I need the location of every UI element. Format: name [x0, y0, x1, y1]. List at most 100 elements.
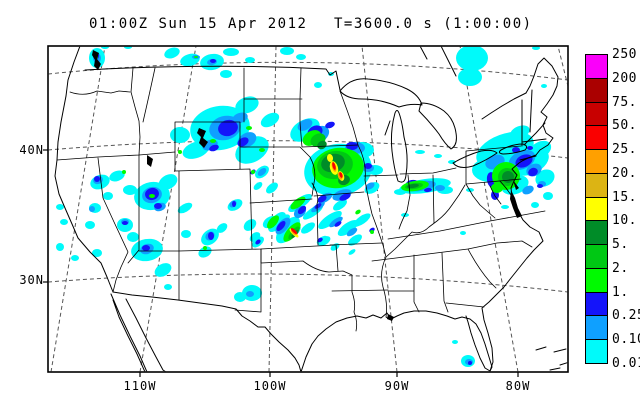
colorbar-label: 15.	[612, 189, 637, 205]
colorbar-cell	[585, 125, 608, 151]
lon-tick-label: 90W	[384, 379, 410, 393]
precip-blob	[329, 216, 343, 228]
precip-blob	[435, 185, 445, 191]
colorbar-label: 75.	[612, 94, 637, 110]
lat-tick-label: 40N	[19, 143, 44, 157]
colorbar-cell	[585, 267, 608, 293]
precip-blob	[266, 182, 278, 194]
precip-blob	[365, 182, 375, 190]
precip-blob	[122, 170, 126, 174]
precip-blob	[333, 199, 347, 211]
precip-blob	[297, 205, 307, 215]
colorbar-label: 5.	[612, 237, 629, 253]
precip-blob	[355, 209, 361, 215]
lon-tick-label: 100W	[253, 379, 287, 393]
colorbar-label: 10.	[612, 213, 637, 229]
precip-blob	[466, 188, 474, 192]
precip-blob	[296, 54, 306, 60]
precip-blob	[424, 187, 432, 193]
precip-blob	[267, 215, 279, 229]
precip-blob	[317, 195, 327, 203]
precip-blob	[127, 232, 139, 242]
precip-blob	[109, 170, 125, 182]
precip-blob	[370, 230, 374, 234]
precip-blob	[456, 46, 488, 71]
precip-blob	[246, 126, 252, 130]
precip-blob	[220, 70, 232, 78]
precip-blob	[290, 227, 298, 235]
precip-blob	[314, 82, 322, 88]
precip-blob	[218, 119, 238, 137]
precip-blob	[522, 185, 534, 195]
precip-blob	[394, 189, 406, 195]
precip-blob	[257, 168, 267, 176]
precip-blob	[528, 167, 538, 177]
precip-blob	[339, 193, 351, 201]
precip-blob	[491, 183, 503, 193]
map-outlines	[54, 46, 568, 372]
precip-blob	[203, 246, 207, 250]
precip-blob	[280, 47, 294, 55]
colorbar-label: 0.10	[612, 332, 640, 348]
precip-blob	[223, 48, 239, 56]
precip-blob	[501, 205, 509, 209]
precip-blob	[209, 144, 219, 152]
precip-blob	[245, 57, 255, 63]
precip-blob	[318, 210, 342, 230]
precip-blob	[460, 231, 466, 235]
precip-blob	[253, 182, 263, 190]
precip-blob	[71, 255, 79, 261]
lakes-bays	[92, 50, 522, 321]
precip-blob	[353, 213, 371, 227]
colorbar-cell	[585, 196, 608, 222]
precip-blob	[317, 140, 327, 150]
precip-blob	[194, 56, 198, 58]
precip-blob	[297, 119, 313, 131]
precip-blob	[259, 148, 265, 152]
precip-blob	[346, 142, 358, 150]
precip-blob	[260, 112, 280, 128]
colorbar-cell	[585, 172, 608, 198]
colorbar-label: 25.	[612, 142, 637, 158]
colorbar-label: 20.	[612, 165, 637, 181]
precip-blob	[101, 46, 109, 49]
precip-blob	[56, 204, 64, 210]
colorbar-label: 0.01	[612, 356, 640, 371]
precip-blob	[149, 194, 155, 198]
precip-blob	[510, 125, 530, 139]
colorbar-label: 200.	[612, 70, 640, 86]
precip-blob	[348, 249, 356, 255]
precip-blob	[527, 146, 533, 150]
precip-blob	[181, 230, 191, 238]
precip-blob	[89, 206, 95, 212]
precip-blob	[415, 150, 425, 154]
map-frame	[43, 45, 569, 377]
precip-blob	[249, 232, 261, 242]
precip-blob	[468, 361, 472, 365]
precip-blob	[170, 127, 190, 143]
precip-blob	[198, 246, 212, 258]
precip-blob	[103, 192, 113, 200]
precip-blob	[208, 232, 214, 240]
colorbar-cell	[585, 244, 608, 269]
precip-blob	[246, 291, 254, 297]
precip-blob	[124, 46, 132, 49]
precip-blob	[164, 284, 172, 290]
precip-blob	[158, 174, 178, 190]
precip-blob	[301, 222, 315, 234]
precip-blob	[94, 176, 100, 182]
precip-blob	[325, 121, 335, 129]
precip-blob	[123, 185, 137, 195]
colorbar-cell	[585, 220, 608, 246]
precip-blob	[339, 172, 343, 178]
precip-blob	[364, 163, 372, 169]
precip-blob	[332, 162, 336, 170]
colorbar-cell	[585, 291, 608, 317]
precip-blob	[458, 68, 482, 86]
colorbar-label: 1.	[612, 284, 629, 300]
precip-blob	[314, 203, 322, 209]
precip-blob	[326, 154, 334, 162]
precip-blob	[407, 183, 419, 189]
colorbar-cell	[585, 149, 608, 174]
